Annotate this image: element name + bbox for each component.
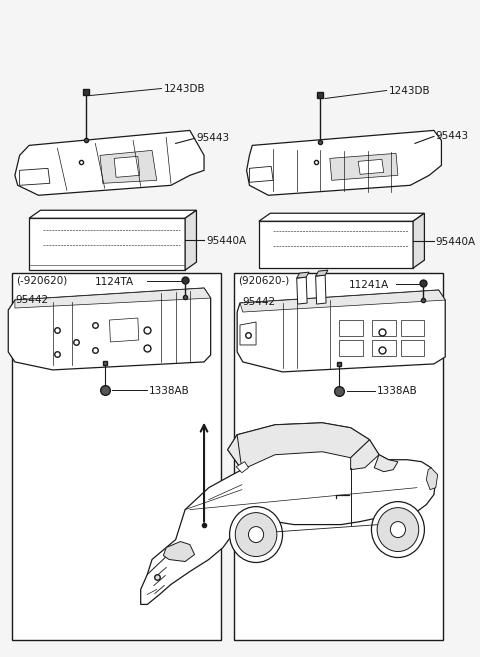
Polygon shape	[351, 440, 379, 470]
Polygon shape	[374, 455, 398, 472]
Polygon shape	[247, 131, 442, 195]
Polygon shape	[29, 210, 196, 218]
Bar	[235, 273, 444, 640]
Polygon shape	[163, 541, 194, 562]
Polygon shape	[20, 168, 50, 185]
Polygon shape	[100, 150, 157, 183]
Polygon shape	[401, 340, 424, 356]
Text: (920620-): (920620-)	[238, 276, 289, 286]
Text: 1338AB: 1338AB	[149, 386, 190, 396]
Circle shape	[229, 507, 283, 562]
Polygon shape	[372, 320, 396, 336]
Polygon shape	[330, 153, 398, 180]
Polygon shape	[141, 423, 436, 604]
Circle shape	[235, 512, 277, 556]
Circle shape	[390, 522, 406, 537]
Polygon shape	[109, 318, 139, 342]
Text: 1243DB: 1243DB	[163, 83, 205, 93]
Polygon shape	[339, 340, 363, 356]
Text: 1124TA: 1124TA	[95, 277, 134, 287]
Polygon shape	[401, 320, 424, 336]
Circle shape	[377, 508, 419, 551]
Polygon shape	[250, 166, 273, 182]
Polygon shape	[259, 214, 424, 221]
Polygon shape	[339, 320, 363, 336]
Polygon shape	[316, 270, 328, 276]
Text: 95442: 95442	[15, 295, 48, 305]
Polygon shape	[236, 462, 249, 472]
Polygon shape	[185, 210, 196, 270]
Text: 1243DB: 1243DB	[388, 85, 430, 95]
Polygon shape	[372, 340, 396, 356]
Polygon shape	[237, 290, 445, 372]
Text: 95440A: 95440A	[436, 237, 476, 246]
Polygon shape	[240, 322, 256, 345]
Polygon shape	[316, 275, 326, 304]
Text: (-920620): (-920620)	[16, 276, 67, 286]
Polygon shape	[29, 218, 185, 270]
Polygon shape	[426, 468, 438, 489]
Polygon shape	[15, 288, 211, 308]
Polygon shape	[15, 131, 204, 195]
Polygon shape	[240, 290, 445, 312]
Polygon shape	[259, 221, 413, 268]
Polygon shape	[8, 288, 211, 370]
Text: 11241A: 11241A	[349, 280, 389, 290]
Polygon shape	[228, 423, 370, 470]
Polygon shape	[297, 277, 307, 304]
Polygon shape	[114, 156, 140, 177]
Text: 95443: 95443	[436, 131, 469, 141]
Text: 95443: 95443	[196, 133, 229, 143]
Polygon shape	[297, 272, 309, 278]
Circle shape	[372, 502, 424, 558]
Text: 95442: 95442	[243, 297, 276, 307]
Polygon shape	[358, 160, 384, 174]
Text: 1338AB: 1338AB	[377, 386, 418, 396]
Bar	[12, 273, 221, 640]
Text: 95440A: 95440A	[206, 237, 246, 246]
Circle shape	[249, 526, 264, 543]
Polygon shape	[413, 214, 424, 268]
